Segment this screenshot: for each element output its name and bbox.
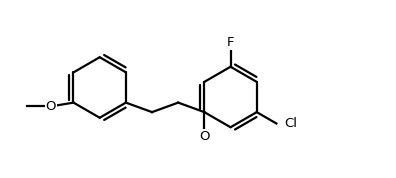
Text: O: O xyxy=(46,100,56,113)
Text: Cl: Cl xyxy=(284,117,297,130)
Text: O: O xyxy=(199,130,209,143)
Text: F: F xyxy=(227,36,234,49)
